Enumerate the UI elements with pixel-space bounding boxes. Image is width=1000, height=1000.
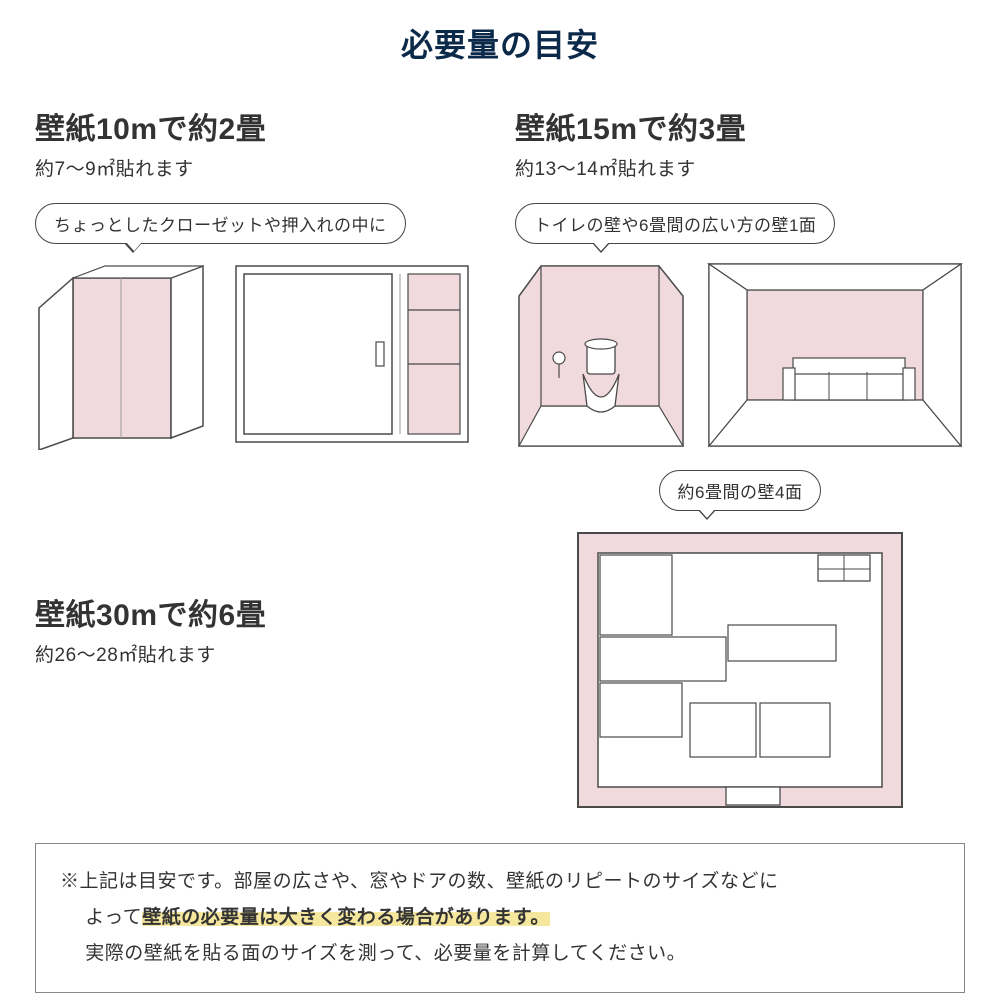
floorplan-6jo-icon <box>570 525 910 815</box>
section-heading: 壁紙15mで約3畳 <box>515 104 965 148</box>
section-subtext: 約13～14㎡貼れます <box>515 154 965 181</box>
closet-open-icon <box>35 260 210 450</box>
section-30m-text: 壁紙30mで約6畳 約26～28㎡貼れます <box>35 590 475 815</box>
section-15m: 壁紙15mで約3畳 約13～14㎡貼れます トイレの壁や6畳間の広い方の壁1面 <box>515 104 965 450</box>
footer-line1: ※上記は目安です。部屋の広さや、窓やドアの数、壁紙のリピートのサイズなどに <box>60 864 940 900</box>
section-30m-illustration: 約6畳間の壁4面 <box>515 470 965 815</box>
page-title: 必要量の目安 <box>35 20 965 66</box>
speech-bubble: ちょっとしたクローゼットや押入れの中に <box>35 203 406 244</box>
footer-note-box: ※上記は目安です。部屋の広さや、窓やドアの数、壁紙のリピートのサイズなどに よっ… <box>35 843 965 993</box>
footer-line2-pre: よって <box>60 907 142 928</box>
closet-sliding-icon <box>230 260 475 450</box>
illustration-10m <box>35 260 475 450</box>
speech-bubble: 約6畳間の壁4面 <box>659 470 822 511</box>
footer-line2: よって壁紙の必要量は大きく変わる場合があります。 <box>60 900 940 936</box>
section-heading: 壁紙10mで約2畳 <box>35 104 475 148</box>
section-subtext: 約7～9㎡貼れます <box>35 154 475 181</box>
room-one-wall-icon <box>705 260 965 450</box>
section-subtext: 約26～28㎡貼れます <box>35 640 475 667</box>
content-grid: 壁紙10mで約2畳 約7～9㎡貼れます ちょっとしたクローゼットや押入れの中に <box>35 104 965 815</box>
footer-highlight: 壁紙の必要量は大きく変わる場合があります。 <box>142 907 550 928</box>
speech-bubble: トイレの壁や6畳間の広い方の壁1面 <box>515 203 835 244</box>
toilet-room-icon <box>515 260 685 450</box>
illustration-15m <box>515 260 965 450</box>
footer-line3: 実際の壁紙を貼る面のサイズを測って、必要量を計算してください。 <box>60 936 940 972</box>
section-heading: 壁紙30mで約6畳 <box>35 590 475 634</box>
section-10m: 壁紙10mで約2畳 約7～9㎡貼れます ちょっとしたクローゼットや押入れの中に <box>35 104 475 450</box>
